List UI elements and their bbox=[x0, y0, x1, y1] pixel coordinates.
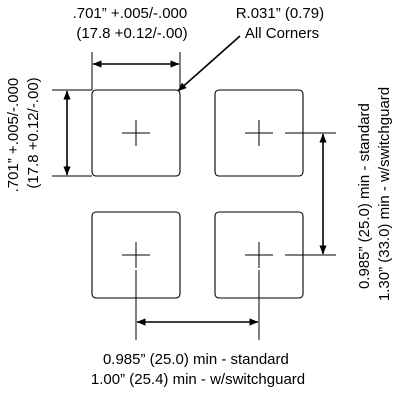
left-dimension-line2: (17.8 +0.12/-.00) bbox=[25, 77, 42, 188]
center-mark-top-left bbox=[122, 120, 150, 146]
corner-radius-leader bbox=[177, 35, 241, 92]
cutout-top-left bbox=[91, 89, 181, 177]
top-dimension-line1: .701” +.005/-.000 bbox=[73, 5, 188, 22]
right-dimension-line1: 0.985” (25.0) min - standard bbox=[356, 103, 373, 289]
bottom-dimension-line1: 0.985” (25.0) min - standard bbox=[103, 351, 289, 368]
right-dimension-label: 0.985” (25.0) min - standard 1.30” (33.0… bbox=[356, 87, 393, 301]
top-dimension-label: .701” +.005/-.000 (17.8 +0.12/-.00) bbox=[73, 5, 192, 42]
top-dimension-line2: (17.8 +0.12/-.00) bbox=[76, 25, 187, 42]
left-dimension-label: .701” +.005/-.000 (17.8 +0.12/-.00) bbox=[5, 74, 42, 193]
bottom-dimension-line2: 1.00” (25.4) min - w/switchguard bbox=[91, 371, 305, 388]
center-mark-bottom-right bbox=[245, 242, 273, 268]
bottom-dimension-label: 0.985” (25.0) min - standard 1.00” (25.4… bbox=[91, 351, 305, 388]
center-mark-bottom-left bbox=[122, 242, 150, 268]
corner-radius-line2: All Corners bbox=[245, 25, 319, 42]
left-dimension-line1: .701” +.005/-.000 bbox=[5, 78, 22, 193]
center-mark-top-right bbox=[245, 120, 273, 146]
corner-radius-line1: R.031” (0.79) bbox=[236, 5, 324, 22]
corner-radius-label: R.031” (0.79) All Corners bbox=[236, 5, 329, 42]
right-dimension-line2: 1.30” (33.0) min - w/switchguard bbox=[376, 87, 393, 301]
